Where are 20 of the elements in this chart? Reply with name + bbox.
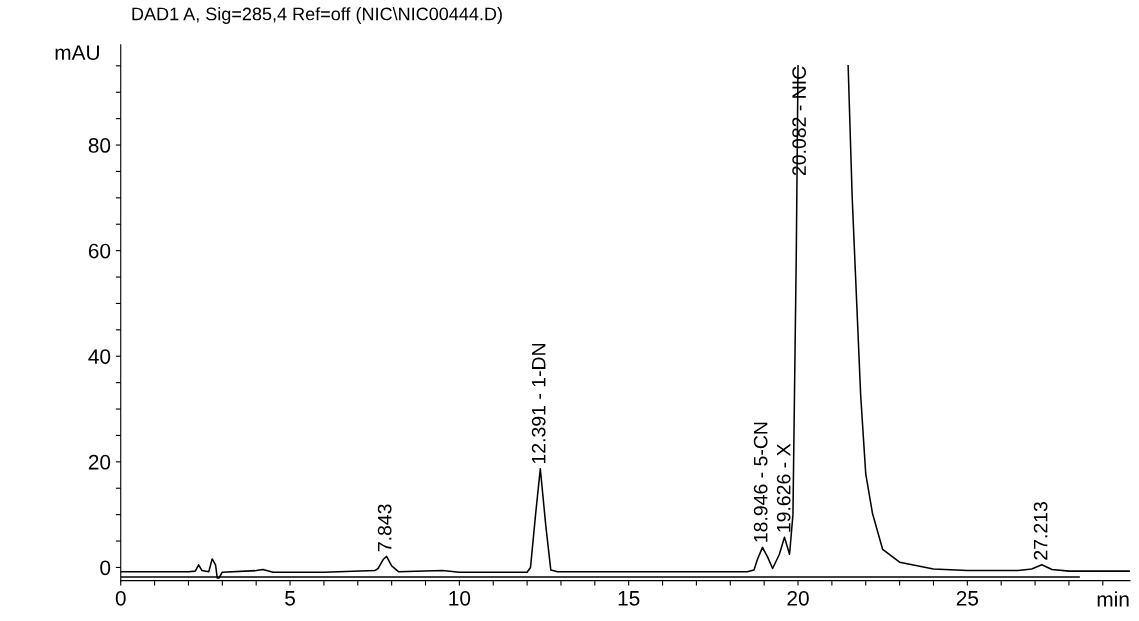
annotation: 12.391 - 1-DN — [531, 343, 546, 464]
x-tick-label: 25 — [956, 590, 979, 606]
chart-title: DAD1 A, Sig=285,4 Ref=off (NIC\NIC00444.D) — [132, 7, 502, 24]
y-axis-title: mAU — [55, 45, 99, 61]
x-tick-label: 0 — [115, 590, 126, 606]
y-tick-label: 0 — [100, 560, 111, 576]
y-tick-label: 60 — [88, 243, 111, 259]
x-axis-title: min — [1097, 591, 1129, 607]
annotation: 18.946 - 5-CN — [753, 422, 768, 542]
y-tick-label: 20 — [88, 454, 111, 470]
x-tick-label: 15 — [618, 591, 640, 606]
y-tick-label: 80 — [88, 138, 111, 153]
annotation: 19.626 - X — [776, 443, 791, 532]
annotation: 7.843 — [377, 504, 392, 552]
x-tick-label: 10 — [449, 590, 471, 606]
x-tick-label: 20 — [787, 590, 809, 606]
annotation: 27.213 — [1033, 502, 1048, 560]
annotation: 20.082 - NIC — [792, 66, 807, 176]
y-tick-label: 40 — [88, 349, 111, 364]
x-tick-label: 5 — [285, 591, 295, 606]
